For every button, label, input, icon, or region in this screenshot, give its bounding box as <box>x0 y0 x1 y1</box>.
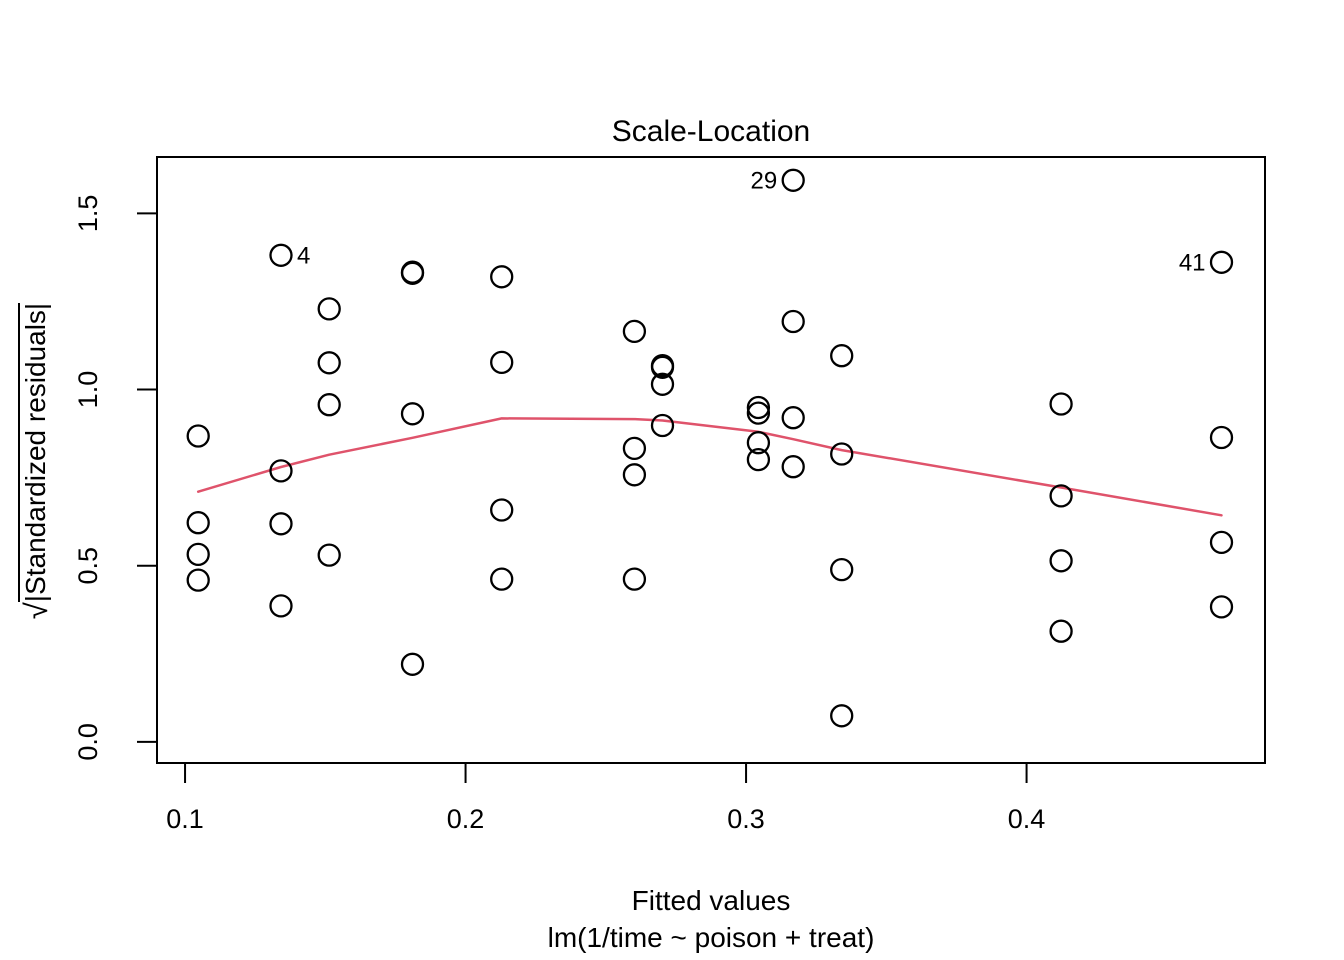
data-point <box>186 542 210 567</box>
data-point <box>490 498 514 522</box>
outlier-label: 4 <box>297 242 310 269</box>
y-axis-title: √ |Standardized residuals| <box>16 256 54 666</box>
data-point <box>650 413 675 438</box>
data-point <box>317 393 341 417</box>
y-tick-label: 1.5 <box>73 195 103 233</box>
data-point <box>650 355 675 379</box>
data-point <box>490 567 514 591</box>
data-point <box>781 455 805 479</box>
axis-tick-labels: 0.1 0.2 0.3 0.4 0.0 0.5 1.0 1.5 <box>73 195 1045 834</box>
data-point <box>830 344 854 368</box>
data-point <box>490 265 514 289</box>
data-point <box>746 401 771 425</box>
y-tick-label: 0.0 <box>73 723 103 761</box>
data-point <box>650 372 675 396</box>
data-point <box>186 424 210 448</box>
chart-title: Scale-Location <box>612 115 810 148</box>
y-axis-title-text: |Standardized residuals| <box>18 302 52 603</box>
outlier-labels: 4 29 41 <box>297 167 1206 276</box>
data-point <box>781 309 805 334</box>
data-point <box>830 704 854 728</box>
x-tick-label: 0.1 <box>166 804 204 834</box>
data-point <box>622 319 647 344</box>
outlier-label: 29 <box>750 167 777 194</box>
data-point <box>400 402 425 426</box>
data-point <box>1049 392 1073 416</box>
data-point <box>746 395 771 420</box>
data-point <box>622 463 647 487</box>
data-point <box>186 568 210 592</box>
data-point <box>317 297 341 321</box>
x-tick-label: 0.3 <box>727 804 765 834</box>
data-point <box>1049 484 1073 508</box>
data-point <box>1049 549 1073 573</box>
sqrt-symbol: √ <box>19 602 54 620</box>
data-point <box>830 557 854 582</box>
data-points <box>186 168 1234 728</box>
data-point <box>1049 619 1073 643</box>
x-axis-subtitle: lm(1/time ~ poison + treat) <box>548 922 875 953</box>
data-point <box>1209 530 1234 555</box>
data-point <box>269 243 293 267</box>
data-point <box>830 442 854 466</box>
data-point <box>781 168 805 192</box>
data-point <box>490 350 514 375</box>
data-point <box>186 511 210 535</box>
smoother-path <box>196 417 1223 517</box>
x-tick-label: 0.2 <box>447 804 485 834</box>
data-point <box>1209 425 1234 450</box>
data-point <box>622 567 647 591</box>
data-point <box>746 431 771 455</box>
smoother-line <box>196 417 1223 517</box>
data-point <box>746 447 771 472</box>
x-axis-title: Fitted values <box>632 885 791 916</box>
data-point <box>269 594 293 618</box>
plot-border <box>156 156 1266 764</box>
data-point <box>1209 250 1234 274</box>
data-point <box>317 351 341 375</box>
axis-ticks <box>137 212 1028 783</box>
data-point <box>622 436 647 461</box>
outlier-label: 41 <box>1179 249 1206 276</box>
data-point <box>269 512 293 536</box>
y-tick-label: 1.0 <box>73 371 103 409</box>
data-point <box>400 652 425 676</box>
data-point <box>1209 595 1234 619</box>
data-point <box>781 406 805 430</box>
x-tick-label: 0.4 <box>1008 804 1046 834</box>
y-tick-label: 0.5 <box>73 547 103 585</box>
data-point <box>317 543 341 567</box>
data-point <box>400 261 425 285</box>
data-point <box>269 459 293 483</box>
